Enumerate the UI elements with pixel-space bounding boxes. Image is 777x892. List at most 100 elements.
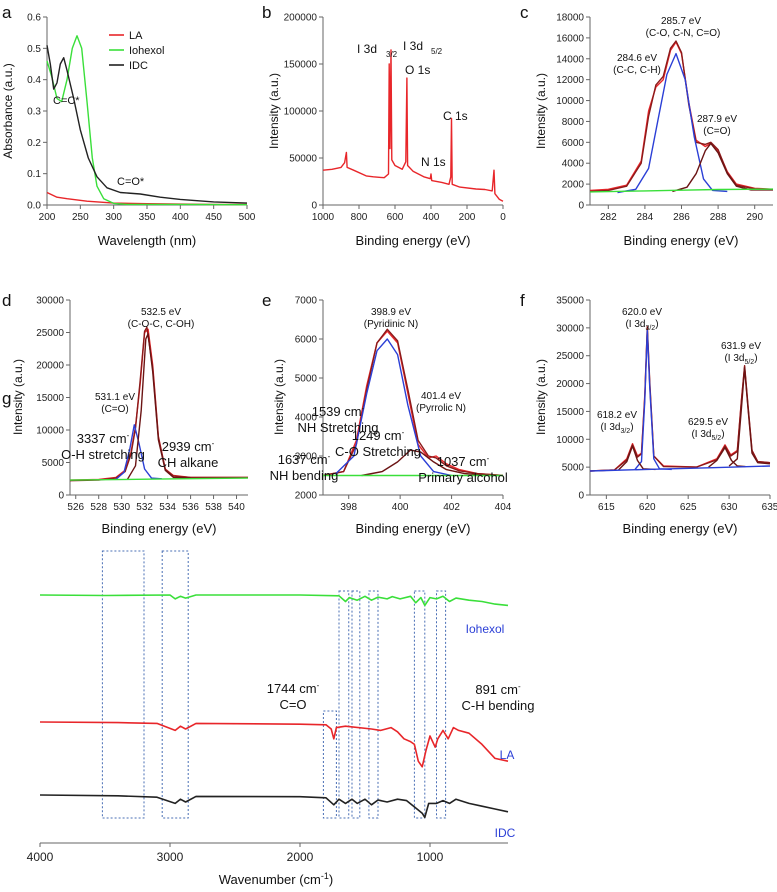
x-tick-label: 286 bbox=[673, 212, 690, 223]
y-tick-label: 3000 bbox=[295, 452, 318, 463]
spectrum-la bbox=[39, 721, 509, 768]
band-label: 2939 cm- bbox=[162, 439, 215, 454]
x-tick-label: 200 bbox=[459, 212, 476, 223]
y-tick-label: 20000 bbox=[36, 361, 64, 372]
x-tick-label: 2000 bbox=[287, 850, 314, 864]
annotation: (Pyridinic N) bbox=[364, 319, 418, 330]
x-tick-label: 630 bbox=[721, 502, 738, 513]
y-tick-label: 6000 bbox=[562, 138, 585, 149]
y-tick-label: 4000 bbox=[562, 159, 585, 170]
y-tick-label: 0 bbox=[311, 201, 317, 212]
x-tick-label: 800 bbox=[351, 212, 368, 223]
annotation: 531.1 eV bbox=[95, 392, 135, 403]
y-tick-label: 0.0 bbox=[27, 201, 41, 212]
x-axis-title: Binding energy (eV) bbox=[356, 233, 471, 248]
panel-e: 398 400 402 404 2000 3000 4000 5000 6000 7000 Bind… bbox=[272, 296, 512, 537]
band-box bbox=[351, 590, 361, 819]
annotation-paren: (I 3d5/2) bbox=[724, 353, 757, 366]
band-label-desc: NH Stretching bbox=[298, 420, 379, 435]
x-tick-label: 536 bbox=[182, 502, 199, 513]
y-tick-label: 8000 bbox=[562, 117, 585, 128]
x-tick-label: 620 bbox=[639, 502, 656, 513]
x-tick-label: 1000 bbox=[417, 850, 444, 864]
series-line-survey bbox=[322, 49, 504, 202]
x-tick-label: 1000 bbox=[312, 212, 335, 223]
legend-label: LA bbox=[129, 30, 143, 42]
x-tick-label: 400 bbox=[392, 502, 409, 513]
band-label-desc: Primary alcohol bbox=[418, 470, 508, 485]
band-label-desc: NH bending bbox=[270, 468, 339, 483]
annotation: 620.0 eV bbox=[622, 307, 662, 318]
x-tick-label: 4000 bbox=[27, 850, 54, 864]
y-tick-label: 16000 bbox=[556, 33, 584, 44]
x-tick-label: 534 bbox=[159, 502, 176, 513]
y-axis-title: Intensity (a.u.) bbox=[534, 359, 548, 435]
band-box bbox=[413, 590, 426, 819]
x-axis-title: Binding energy (eV) bbox=[624, 233, 739, 248]
legend-label: IDC bbox=[129, 60, 148, 72]
y-tick-label: 18000 bbox=[556, 13, 584, 24]
annotation: N 1s bbox=[421, 155, 446, 169]
band-box bbox=[368, 590, 379, 819]
y-tick-label: 5000 bbox=[562, 463, 585, 474]
x-tick-label: 284 bbox=[637, 212, 654, 223]
band-label: 1637 cm- bbox=[278, 452, 331, 467]
y-tick-label: 20000 bbox=[556, 379, 584, 390]
x-tick-label: 250 bbox=[72, 212, 89, 223]
annotation: I 3d bbox=[357, 42, 377, 56]
series-line-fit-620-0-ev bbox=[634, 329, 672, 471]
y-tick-label: 15000 bbox=[556, 407, 584, 418]
band-label-desc: O-H stretching bbox=[61, 447, 145, 462]
spectrum-idc bbox=[39, 794, 509, 819]
annotation: 285.7 eV bbox=[661, 16, 701, 27]
x-axis-title: Binding energy (eV) bbox=[102, 521, 217, 536]
series-line-fit-532-5-ev bbox=[126, 333, 191, 480]
y-tick-label: 35000 bbox=[556, 296, 584, 307]
y-tick-label: 10000 bbox=[556, 96, 584, 107]
x-tick-label: 3000 bbox=[157, 850, 184, 864]
band-label-desc: C=O bbox=[279, 697, 306, 712]
annotation: 398.9 eV bbox=[371, 307, 411, 318]
panel-letter-a: a bbox=[2, 3, 12, 22]
panel-c: 282 284 286 288 290 0 2000 4000 6000 8000 10000 120… bbox=[534, 13, 774, 248]
y-tick-label: 0 bbox=[578, 201, 584, 212]
annotation: (C-C, C-H) bbox=[613, 65, 661, 76]
series-line-fit-629-5-ev bbox=[708, 446, 746, 468]
band-label: 891 cm- bbox=[475, 682, 521, 697]
x-axis-title: Wavenumber (cm-1) bbox=[219, 871, 333, 887]
x-tick-label: 530 bbox=[113, 502, 130, 513]
x-tick-label: 282 bbox=[600, 212, 617, 223]
y-tick-label: 50000 bbox=[289, 154, 317, 165]
x-axis-title: Binding energy (eV) bbox=[356, 521, 471, 536]
spectrum-label: IDC bbox=[495, 826, 516, 840]
annotation-sub: 5/2 bbox=[431, 47, 443, 56]
x-tick-label: 290 bbox=[746, 212, 763, 223]
band-label: 3337 cm- bbox=[77, 431, 130, 446]
band-box bbox=[161, 550, 189, 819]
annotation: C=O* bbox=[117, 176, 145, 188]
y-axis-title: Intensity (a.u.) bbox=[272, 359, 286, 435]
legend-label: Iohexol bbox=[129, 45, 164, 57]
annotation: C 1s bbox=[443, 109, 468, 123]
series-line-fit-631-9-ev bbox=[728, 367, 771, 467]
y-tick-label: 0 bbox=[578, 491, 584, 502]
y-tick-label: 30000 bbox=[556, 323, 584, 334]
band-label: 1539 cm- bbox=[312, 404, 365, 419]
x-axis-title: Wavelength (nm) bbox=[98, 233, 197, 248]
x-tick-label: 540 bbox=[228, 502, 245, 513]
y-tick-label: 0.1 bbox=[27, 169, 41, 180]
y-tick-label: 2000 bbox=[295, 491, 318, 502]
panel-a: 200 250 300 350 400 450 500 0.0 0.1 0.2 0.3 0.4 0.5 0… bbox=[1, 13, 256, 249]
panel-b: 1000 800 600 400 200 0 0 50000 100000 150000 20000… bbox=[267, 13, 506, 249]
y-axis-title: Intensity (a.u.) bbox=[11, 359, 25, 435]
series-line-idc bbox=[46, 45, 248, 204]
series-line-fit-401-4-ev bbox=[361, 449, 491, 477]
x-tick-label: 288 bbox=[710, 212, 727, 223]
y-tick-label: 150000 bbox=[284, 60, 318, 71]
band-label-desc: CH alkane bbox=[158, 455, 219, 470]
y-tick-label: 10000 bbox=[556, 435, 584, 446]
x-tick-label: 350 bbox=[139, 212, 156, 223]
annotation: 631.9 eV bbox=[721, 341, 761, 352]
